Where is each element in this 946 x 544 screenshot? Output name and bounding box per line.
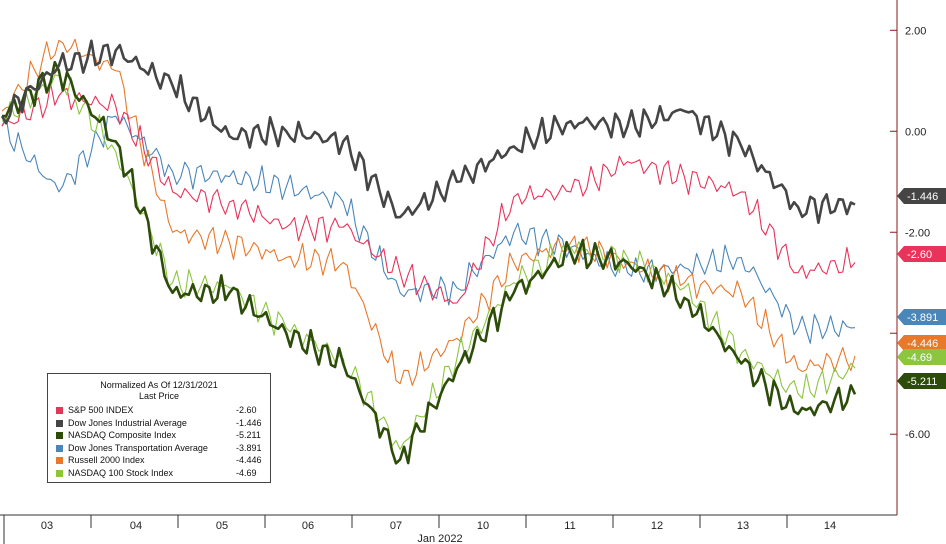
legend-item: NASDAQ 100 Stock Index -4.69 [48,467,270,480]
series-layer [0,38,857,465]
legend-last-price: -4.446 [236,455,262,465]
legend-last-price: -5.211 [236,430,261,440]
y-tick-label: -2.00 [905,227,930,239]
series-line-dow-jones-industrial-average [0,39,856,224]
last-price-tag-label: -4.446 [907,338,938,350]
x-tick-label: 13 [737,520,749,532]
legend-item: S&P 500 INDEX -2.60 [48,404,270,417]
legend-last-price: -2.60 [236,405,257,415]
x-tick-label: 14 [824,520,836,532]
legend-item: Russell 2000 Index -4.446 [48,454,270,467]
legend-last-price: -3.891 [236,442,262,453]
legend-series-name: Russell 2000 Index [68,455,145,465]
legend-item: NASDAQ Composite Index -5.211 [48,429,270,442]
x-tick-label: 04 [130,520,142,532]
series-line-russell-2000-index [1,38,856,386]
last-price-tag: -1.446 [897,188,946,204]
x-tick-label: 06 [302,520,314,532]
x-tick-label: 07 [390,520,402,532]
legend-rows: S&P 500 INDEX -2.60 Dow Jones Industrial A… [48,404,270,479]
y-tick-label: 2.00 [905,25,926,37]
x-tick-label: 10 [477,520,489,532]
last-price-tag-layer: -1.446 -2.60 -3.891 -4.446 -4.69 -5.211 [897,188,946,389]
legend-swatch [56,457,63,464]
y-tick-label: 0.00 [905,126,926,138]
legend-last-price: -4.69 [236,467,257,478]
last-price-tag-label: -5.211 [907,376,937,388]
last-price-tag: -3.891 [897,309,946,325]
legend-series-name: S&P 500 INDEX [68,405,134,415]
last-price-tag: -4.446 [897,335,946,351]
legend-item: Dow Jones Industrial Average -1.446 [48,417,270,430]
legend-header-last-price: Last Price [138,391,180,401]
series-line-nasdaq-composite-index [1,60,857,465]
legend-item: Dow Jones Transportation Average -3.891 [48,442,270,455]
legend: Normalized As Of 12/31/2021 Last Price S… [47,373,271,483]
last-price-tag-label: -4.69 [907,352,932,364]
last-price-tag: -4.69 [897,349,946,365]
legend-swatch [56,444,63,452]
legend-series-name: NASDAQ 100 Stock Index [68,467,174,478]
series-line-s-p-500-index [1,83,856,304]
x-tick-label: 11 [564,520,575,532]
y-tick-layer: 2.00 0.00 -2.00 -6.00 [890,25,930,441]
x-axis-label: Jan 2022 [417,533,462,544]
x-tick-layer: 03 04 05 06 07 10 11 12 13 14 [3,515,836,544]
legend-swatch [56,407,63,414]
y-tick-label: -6.00 [905,429,930,441]
legend-header-normalized: Normalized As Of 12/31/2021 [100,380,218,390]
legend-last-price: -1.446 [236,417,262,428]
x-tick-label: 05 [216,520,228,532]
legend-swatch [56,419,63,427]
legend-swatch [56,432,63,439]
last-price-tag-label: -3.891 [907,312,938,324]
last-price-tag: -5.211 [897,373,946,389]
last-price-tag: -2.60 [897,246,946,262]
legend-series-name: Dow Jones Industrial Average [68,417,187,428]
legend-swatch [56,469,63,477]
x-tick-label: 12 [651,520,663,532]
legend-series-name: Dow Jones Transportation Average [68,442,208,453]
last-price-tag-label: -2.60 [907,249,932,261]
x-tick-label: 03 [41,520,53,532]
legend-series-name: NASDAQ Composite Index [68,430,177,440]
last-price-tag-label: -1.446 [907,191,938,203]
series-line-dow-jones-transportation-average [1,115,856,344]
